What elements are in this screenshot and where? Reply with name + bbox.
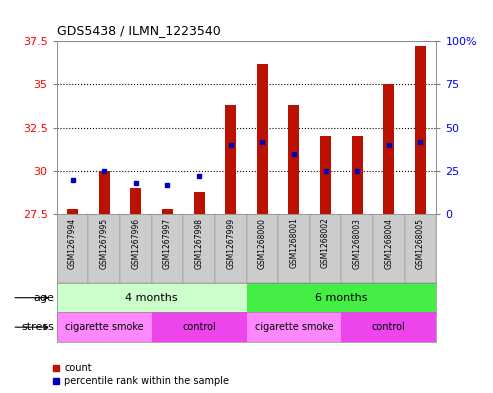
Text: GSM1268002: GSM1268002 [321,218,330,268]
Bar [288,105,299,214]
Bar [183,214,215,283]
Bar [405,214,436,283]
Bar [88,214,120,283]
Text: GSM1268005: GSM1268005 [416,218,425,269]
Bar [57,312,152,342]
Text: GSM1267994: GSM1267994 [68,218,77,269]
Bar [67,209,78,214]
Bar [415,46,426,214]
Bar [352,136,363,214]
Bar [194,192,205,214]
Bar [57,283,246,312]
Text: GSM1267999: GSM1267999 [226,218,235,269]
Bar [246,283,436,312]
Bar [384,84,394,214]
Text: GSM1268001: GSM1268001 [289,218,298,268]
Text: cigarette smoke: cigarette smoke [65,322,143,332]
Bar [257,64,268,214]
Text: GSM1268000: GSM1268000 [258,218,267,269]
Bar [341,312,436,342]
Bar [246,214,278,283]
Bar [99,171,109,214]
Bar [215,214,246,283]
Text: control: control [182,322,216,332]
Text: age: age [34,293,54,303]
Text: GSM1267996: GSM1267996 [131,218,141,269]
Text: GDS5438 / ILMN_1223540: GDS5438 / ILMN_1223540 [57,24,220,37]
Bar [320,136,331,214]
Text: GSM1268003: GSM1268003 [352,218,362,269]
Bar [120,214,152,283]
Bar [373,214,405,283]
Text: GSM1267997: GSM1267997 [163,218,172,269]
Bar [278,214,310,283]
Bar [310,214,341,283]
Bar [246,312,341,342]
Bar [152,214,183,283]
Bar [152,312,246,342]
Bar [162,209,173,214]
Bar [130,188,141,214]
Text: GSM1268004: GSM1268004 [385,218,393,269]
Text: 4 months: 4 months [125,293,178,303]
Text: GSM1267998: GSM1267998 [195,218,204,269]
Text: 6 months: 6 months [315,293,368,303]
Bar [341,214,373,283]
Bar [225,105,236,214]
Text: control: control [372,322,406,332]
Bar [57,214,88,283]
Text: stress: stress [21,322,54,332]
Legend: count, percentile rank within the sample: count, percentile rank within the sample [52,363,229,386]
Text: cigarette smoke: cigarette smoke [255,322,333,332]
Text: GSM1267995: GSM1267995 [100,218,108,269]
